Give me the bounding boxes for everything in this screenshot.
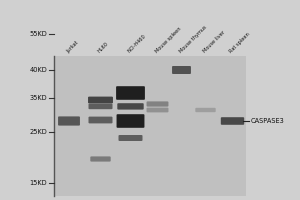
Text: Mouse thymus: Mouse thymus bbox=[178, 25, 207, 54]
FancyBboxPatch shape bbox=[88, 117, 112, 123]
FancyBboxPatch shape bbox=[147, 108, 169, 112]
Bar bbox=[54, 56, 246, 196]
Text: Rat spleen: Rat spleen bbox=[229, 32, 251, 54]
Text: 35KD: 35KD bbox=[30, 95, 47, 101]
Text: CASPASE3: CASPASE3 bbox=[250, 118, 284, 124]
Text: 55KD: 55KD bbox=[30, 31, 47, 37]
Text: Mouse liver: Mouse liver bbox=[202, 30, 226, 54]
FancyBboxPatch shape bbox=[221, 117, 244, 125]
FancyBboxPatch shape bbox=[172, 66, 191, 74]
Text: Mouse spleen: Mouse spleen bbox=[154, 26, 182, 54]
FancyBboxPatch shape bbox=[88, 104, 112, 109]
FancyBboxPatch shape bbox=[116, 86, 145, 100]
Text: HL60: HL60 bbox=[97, 41, 110, 54]
FancyBboxPatch shape bbox=[58, 116, 80, 126]
FancyBboxPatch shape bbox=[88, 97, 113, 103]
FancyBboxPatch shape bbox=[195, 108, 216, 112]
FancyBboxPatch shape bbox=[116, 114, 145, 128]
FancyBboxPatch shape bbox=[90, 156, 111, 162]
FancyBboxPatch shape bbox=[117, 103, 144, 110]
FancyBboxPatch shape bbox=[118, 135, 142, 141]
Text: NCI-H460: NCI-H460 bbox=[127, 34, 147, 54]
Text: 40KD: 40KD bbox=[30, 67, 47, 73]
Text: Jurkat: Jurkat bbox=[65, 40, 79, 54]
Text: 25KD: 25KD bbox=[30, 129, 47, 135]
FancyBboxPatch shape bbox=[147, 101, 169, 107]
Text: 15KD: 15KD bbox=[30, 180, 47, 186]
